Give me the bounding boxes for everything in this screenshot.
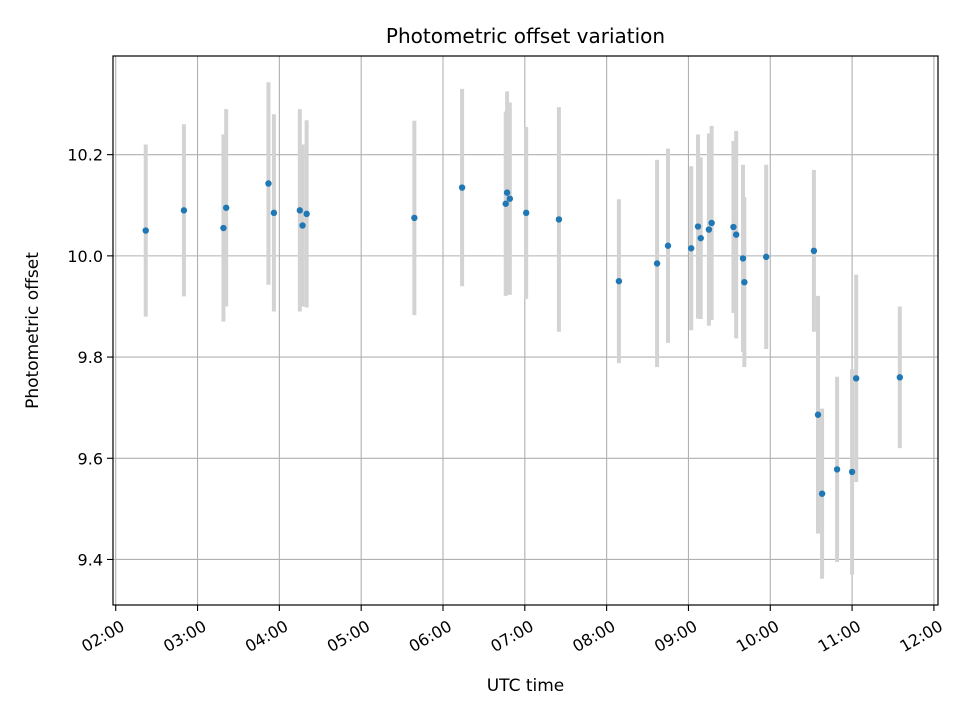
y-tick-label: 10.2: [67, 146, 103, 165]
data-point: [522, 209, 530, 217]
data-point: [833, 466, 841, 473]
data-point: [265, 180, 272, 187]
y-tick-label: 9.8: [78, 348, 103, 367]
data-point: [739, 255, 747, 262]
data-point: [705, 226, 713, 233]
data-point: [818, 490, 826, 497]
data-point: [708, 219, 715, 227]
data-point: [180, 207, 188, 214]
data-point: [142, 227, 149, 234]
data-point: [299, 222, 306, 229]
data-point: [852, 375, 860, 382]
data-point: [762, 253, 770, 261]
y-axis-ticks: 9.4 9.6 9.8 10.0 10.2: [67, 146, 113, 569]
data-point: [896, 374, 904, 381]
y-tick-label: 9.6: [78, 449, 103, 468]
data-point: [694, 223, 702, 230]
data-point: [814, 411, 822, 418]
data-point: [741, 278, 748, 286]
plot-frame: [112, 55, 939, 606]
data-point: [506, 195, 514, 202]
data-point: [687, 245, 695, 252]
y-tick-label: 10.0: [67, 247, 103, 266]
data-point: [270, 209, 278, 217]
data-point: [458, 184, 466, 191]
data-point: [296, 207, 304, 214]
y-tick-label: 9.4: [78, 550, 103, 569]
y-axis-label: Photometric offset: [23, 252, 43, 409]
data-point: [730, 223, 737, 231]
data-point: [653, 260, 661, 267]
x-axis-label: UTC time: [487, 676, 565, 696]
data-point: [732, 231, 740, 238]
data-point: [615, 277, 623, 285]
data-point: [503, 189, 511, 196]
data-point: [697, 234, 704, 242]
data-points: [142, 180, 904, 497]
data-point: [303, 210, 310, 218]
data-point: [664, 242, 672, 249]
data-point: [848, 468, 856, 476]
data-point: [411, 214, 418, 222]
data-point: [555, 216, 563, 223]
data-point: [502, 200, 509, 207]
data-point: [810, 247, 818, 255]
chart-title: Photometric offset variation: [386, 24, 665, 48]
data-point: [222, 204, 230, 211]
data-point: [220, 224, 227, 232]
